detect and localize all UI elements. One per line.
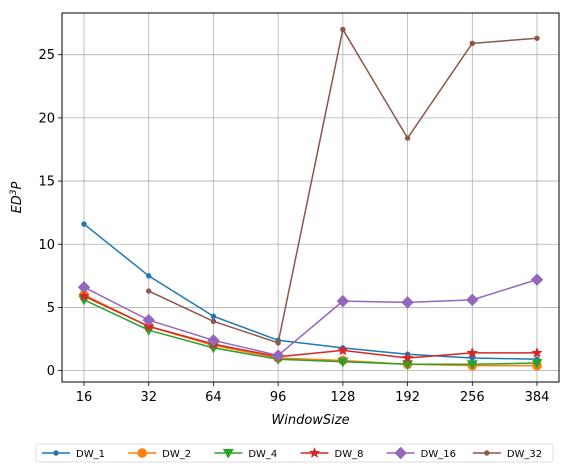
y-axis-label-base: ED bbox=[10, 195, 25, 213]
data-point-dw-8 bbox=[401, 352, 414, 363]
legend-marker bbox=[308, 447, 321, 458]
legend-entry-dw-16: DW_16 bbox=[386, 446, 456, 460]
plot-frame bbox=[61, 12, 560, 383]
y-tick-label: 15 bbox=[38, 175, 55, 190]
data-point-dw-1 bbox=[469, 355, 475, 361]
legend-label: DW_4 bbox=[248, 449, 277, 460]
legend-label: DW_16 bbox=[421, 449, 456, 460]
data-point-dw-4 bbox=[402, 360, 414, 370]
data-point-dw-8 bbox=[337, 344, 349, 356]
legend-entry-dw-2: DW_2 bbox=[128, 448, 191, 460]
y-axis-label: ED3P bbox=[9, 181, 25, 213]
data-point-dw-8 bbox=[78, 290, 90, 301]
data-point-dw-4 bbox=[466, 360, 478, 370]
data-point-dw-32 bbox=[275, 340, 281, 346]
y-axis-label-superscript: 3 bbox=[9, 189, 19, 195]
x-tick-label: 128 bbox=[330, 390, 355, 405]
data-point-dw-8 bbox=[466, 346, 478, 358]
legend-label: DW_32 bbox=[507, 449, 542, 460]
legend-label: DW_8 bbox=[335, 449, 364, 460]
data-point-dw-16 bbox=[142, 313, 155, 327]
legend-label: DW_1 bbox=[76, 449, 105, 460]
data-point-dw-32 bbox=[210, 318, 217, 325]
data-point-dw-16 bbox=[530, 273, 544, 286]
data-point-dw-16 bbox=[207, 334, 220, 347]
legend-marker bbox=[53, 450, 59, 456]
data-point-dw-32 bbox=[340, 26, 346, 33]
legend-marker bbox=[137, 448, 147, 458]
data-point-dw-32 bbox=[469, 40, 475, 47]
data-point-dw-1 bbox=[210, 313, 217, 319]
legend-marker bbox=[394, 446, 407, 460]
legend-marker bbox=[222, 448, 234, 459]
data-point-dw-32 bbox=[146, 288, 152, 294]
y-tick-label: 25 bbox=[38, 48, 55, 63]
y-tick-label: 0 bbox=[47, 364, 55, 379]
legend-frame bbox=[35, 443, 554, 463]
data-point-dw-1 bbox=[146, 273, 152, 279]
x-tick-label: 96 bbox=[270, 390, 287, 405]
legend-label: DW_2 bbox=[162, 449, 191, 460]
series-dw-16 bbox=[77, 273, 544, 362]
x-tick-label: 192 bbox=[395, 390, 420, 405]
data-point-dw-16 bbox=[77, 281, 91, 294]
series-layer bbox=[77, 26, 544, 371]
x-tick-label: 32 bbox=[140, 390, 157, 405]
ticks: 16 32 64 96 128 192 256 384 0 5 10 15 20 25 bbox=[38, 48, 549, 405]
legend-entry-dw-32: DW_32 bbox=[472, 449, 542, 460]
series-line-dw-16 bbox=[83, 278, 538, 357]
x-tick-label: 64 bbox=[205, 390, 222, 405]
x-tick-label: 256 bbox=[460, 390, 485, 405]
data-point-dw-4 bbox=[337, 357, 349, 368]
legend-entry-dw-4: DW_4 bbox=[214, 449, 277, 460]
data-point-dw-1 bbox=[81, 221, 87, 227]
series-line-dw-4 bbox=[83, 299, 538, 366]
x-tick-label: 384 bbox=[525, 390, 550, 405]
data-point-dw-16 bbox=[271, 349, 285, 362]
legend-entry-dw-8: DW_8 bbox=[300, 447, 364, 460]
series-line-dw-1 bbox=[83, 223, 538, 360]
legend: DW_1 DW_2 DW_4 DW_8 DW_16 DW_32 bbox=[35, 443, 554, 463]
x-tick-label: 16 bbox=[76, 390, 93, 405]
data-point-dw-8 bbox=[531, 346, 543, 358]
series-line-dw-8 bbox=[83, 295, 537, 359]
x-axis-label: WindowSize bbox=[271, 413, 349, 428]
legend-entry-dw-1: DW_1 bbox=[42, 449, 105, 460]
data-point-dw-4 bbox=[531, 358, 543, 369]
y-tick-label: 20 bbox=[38, 111, 55, 126]
legend-marker bbox=[484, 450, 490, 456]
data-point-dw-32 bbox=[404, 135, 411, 141]
data-point-dw-16 bbox=[336, 294, 350, 308]
series-dw-32 bbox=[146, 26, 540, 346]
y-tick-label: 10 bbox=[38, 238, 55, 253]
grid bbox=[62, 13, 559, 382]
data-point-dw-16 bbox=[466, 293, 479, 307]
data-point-dw-16 bbox=[401, 296, 414, 309]
data-point-dw-32 bbox=[534, 35, 540, 41]
y-tick-label: 5 bbox=[47, 301, 55, 316]
y-axis-label-tail: P bbox=[10, 181, 25, 189]
